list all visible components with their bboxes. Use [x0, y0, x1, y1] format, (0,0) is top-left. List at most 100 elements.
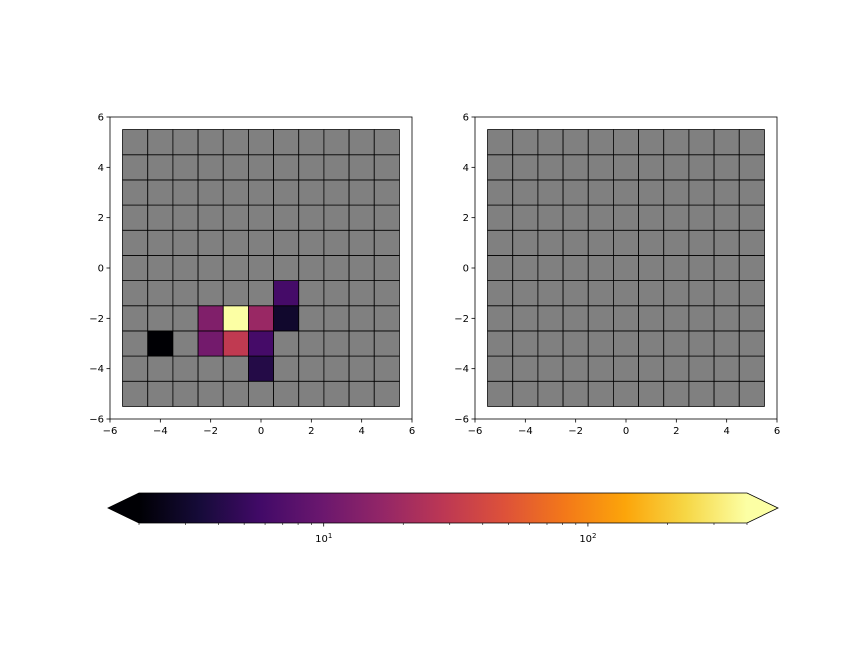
heatmap-cell [172, 204, 199, 231]
heatmap-cell [587, 380, 614, 407]
heatmap-cell [738, 280, 765, 307]
y-tick-label: 6 [463, 113, 469, 124]
heatmap-cell [172, 255, 199, 281]
heatmap-cell [373, 179, 400, 206]
heatmap-cell [323, 154, 350, 181]
heatmap-cell [688, 229, 715, 256]
heatmap-cell [638, 204, 665, 231]
heatmap-cell [197, 179, 224, 206]
y-tick-label: −6 [454, 415, 469, 426]
heatmap-cell [373, 305, 400, 332]
heatmap-cell [713, 204, 740, 231]
heatmap-cell [122, 305, 149, 332]
heatmap-cell [537, 330, 564, 357]
heatmap-cell [273, 355, 300, 382]
heatmap-cell [738, 129, 765, 156]
y-tick-label: −4 [89, 364, 104, 375]
heatmap-cell [537, 129, 564, 156]
heatmap-cell [373, 229, 400, 256]
heatmap-cell [197, 280, 224, 307]
heatmap-cell [487, 280, 514, 307]
heatmap-cell [248, 380, 274, 407]
heatmap-cell [638, 330, 665, 357]
heatmap-cell [512, 129, 539, 156]
heatmap-cell [172, 330, 199, 357]
heatmap-cell [222, 204, 249, 231]
heatmap-cell [587, 255, 614, 281]
heatmap-cell [348, 305, 375, 332]
heatmap-cell [613, 305, 639, 332]
heatmap-cell [147, 280, 174, 307]
heatmap-cell [373, 255, 400, 281]
heatmap-cell-valued [197, 305, 224, 332]
heatmap-cell [688, 179, 715, 206]
heatmap-cell [298, 229, 325, 256]
heatmap-cell [663, 179, 690, 206]
heatmap-cell [738, 204, 765, 231]
heatmap-cell-valued [222, 305, 249, 332]
x-tick-label: −2 [203, 426, 218, 437]
heatmap-cell [348, 355, 375, 382]
y-tick-label: 4 [98, 163, 104, 174]
heatmap-cell [147, 154, 174, 181]
heatmap-cell [273, 204, 300, 231]
heatmap-cell [713, 255, 740, 281]
heatmap-cell [323, 355, 350, 382]
heatmap-cell [537, 154, 564, 181]
heatmap-cell [172, 380, 199, 407]
heatmap-cell [222, 229, 249, 256]
heatmap-cell [197, 154, 224, 181]
heatmap-cell [688, 255, 715, 281]
heatmap-cell [122, 229, 149, 256]
heatmap-cell [373, 330, 400, 357]
heatmap-cell [562, 229, 589, 256]
heatmap-cell [663, 380, 690, 407]
heatmap-cell [512, 179, 539, 206]
colorbar-extend-high [747, 493, 778, 523]
heatmap-cell [323, 330, 350, 357]
heatmap-cell [197, 380, 224, 407]
heatmap-cell [373, 204, 400, 231]
y-tick-label: 0 [463, 264, 469, 275]
heatmap-cell [587, 355, 614, 382]
heatmap-cell [172, 280, 199, 307]
heatmap-cell [688, 330, 715, 357]
heatmap-cell [197, 255, 224, 281]
heatmap-cell [638, 355, 665, 382]
heatmap-cell [487, 380, 514, 407]
heatmap-cell [512, 204, 539, 231]
x-tick-label: −6 [468, 426, 483, 437]
heatmap-cell [373, 280, 400, 307]
heatmap-cell [688, 380, 715, 407]
heatmap-cell [298, 204, 325, 231]
heatmap-cell [323, 380, 350, 407]
heatmap-cell [147, 204, 174, 231]
heatmap-cell [512, 380, 539, 407]
heatmap-cell [663, 355, 690, 382]
y-tick-label: 0 [98, 264, 104, 275]
heatmap-cell [122, 255, 149, 281]
heatmap-cell [537, 255, 564, 281]
heatmap-cell [323, 280, 350, 307]
heatmap-cell [172, 179, 199, 206]
heatmap-cell [688, 280, 715, 307]
heatmap-cell [172, 129, 199, 156]
heatmap-cell [248, 280, 274, 307]
heatmap-cell [613, 204, 639, 231]
heatmap-cell [713, 305, 740, 332]
heatmap-cell [348, 280, 375, 307]
heatmap-cell [222, 129, 249, 156]
heatmap-cell [663, 305, 690, 332]
heatmap-cell [562, 204, 589, 231]
heatmap-cell [512, 355, 539, 382]
heatmap-cell [613, 154, 639, 181]
heatmap-cell [122, 179, 149, 206]
heatmap-cell [713, 280, 740, 307]
heatmap-cell [537, 179, 564, 206]
heatmap-cell [487, 179, 514, 206]
heatmap-cell [688, 204, 715, 231]
heatmap-cell [537, 305, 564, 332]
heatmap-cell [487, 229, 514, 256]
heatmap-cell-valued [273, 280, 300, 307]
x-tick-label: 4 [723, 426, 729, 437]
